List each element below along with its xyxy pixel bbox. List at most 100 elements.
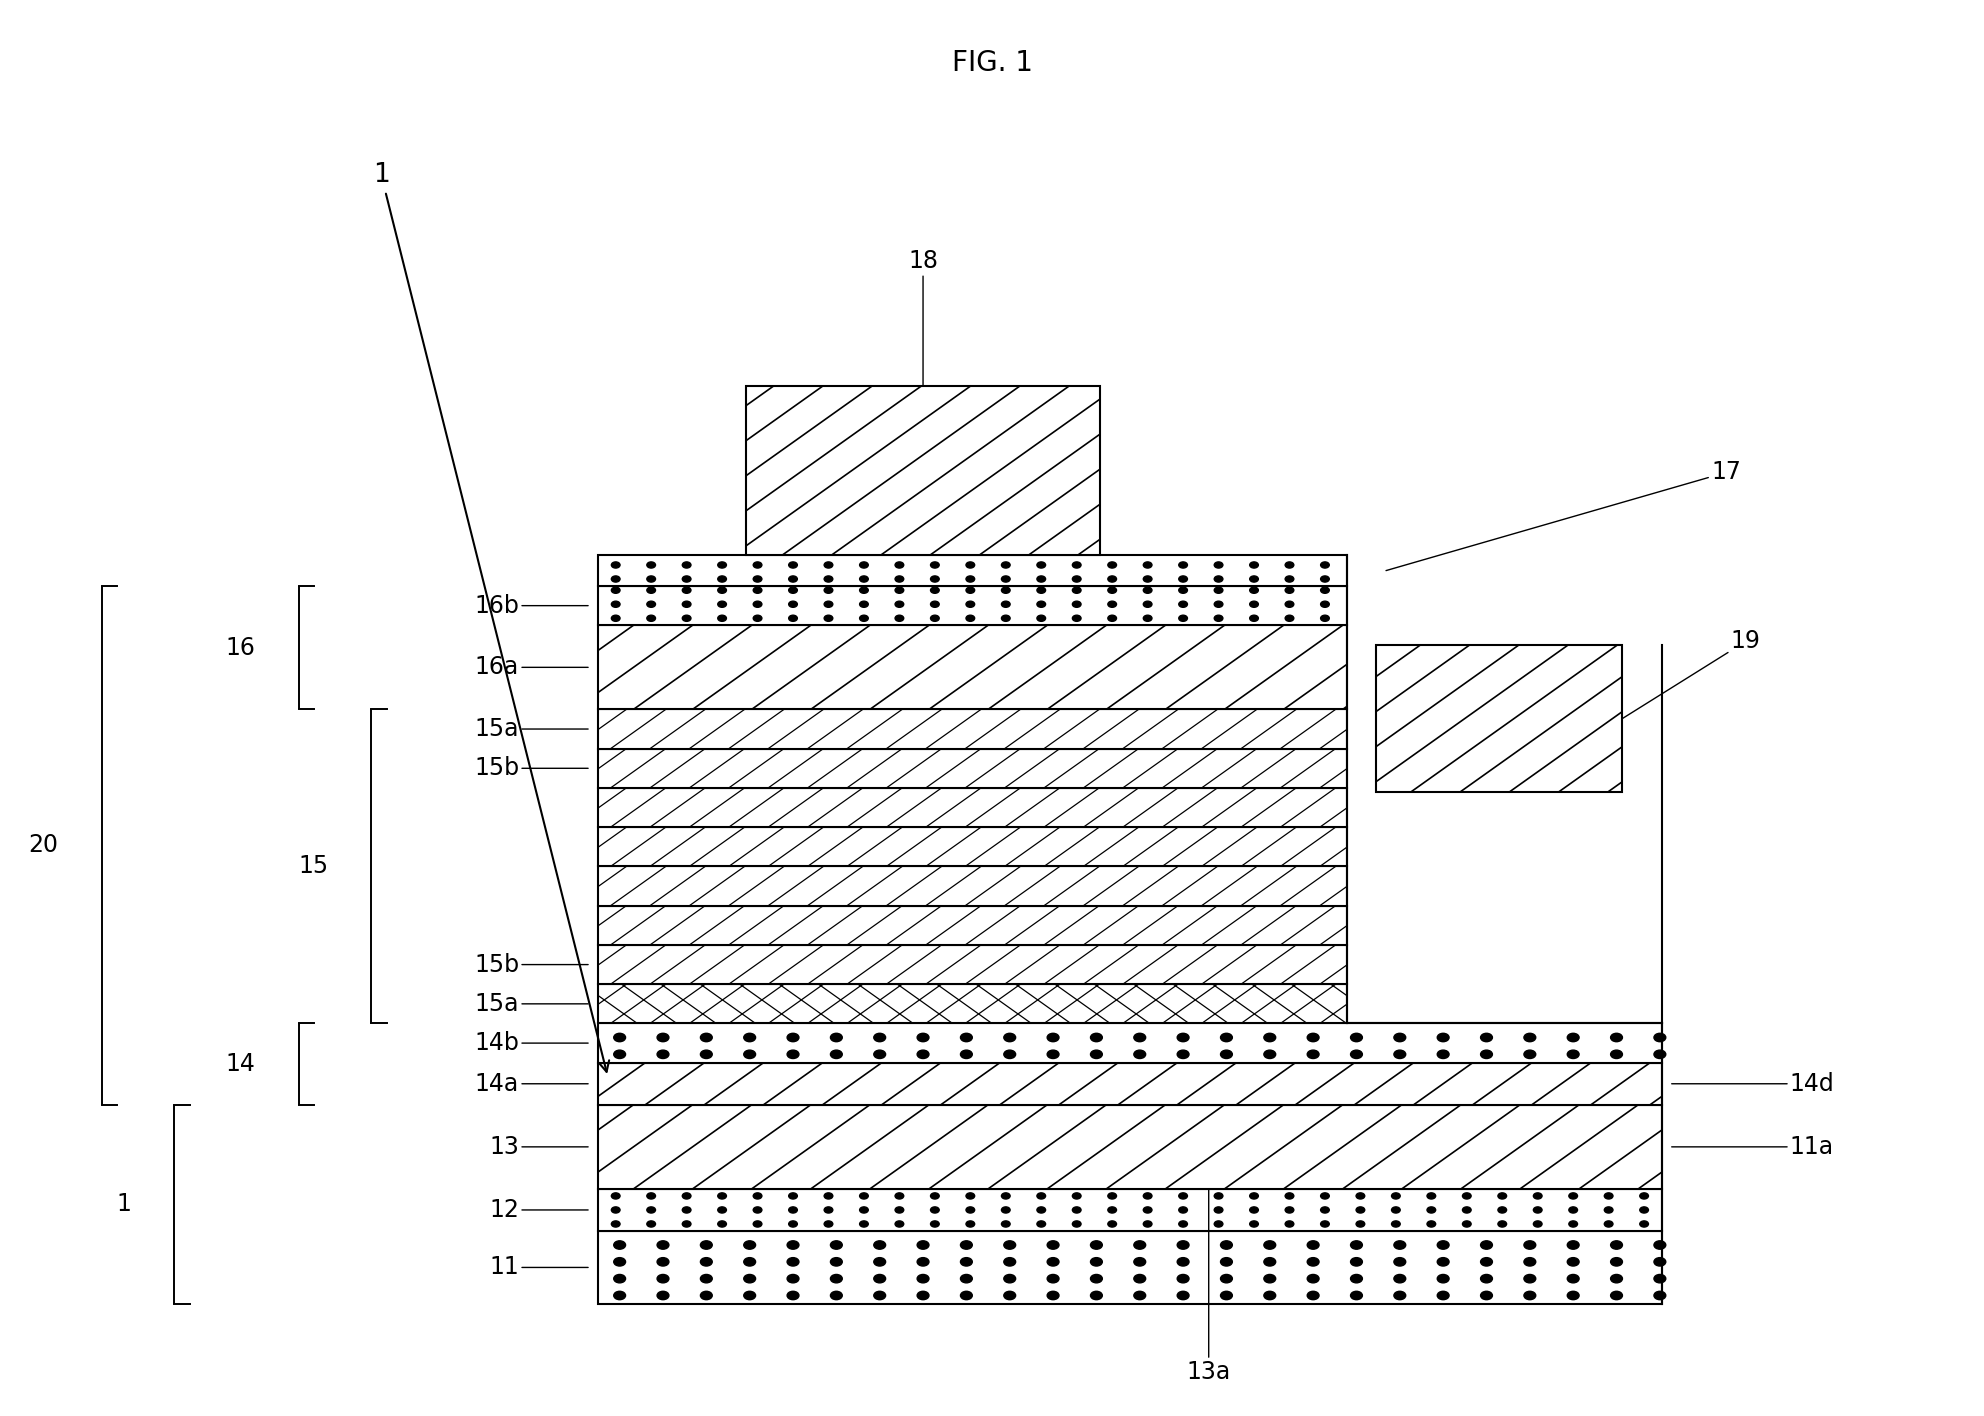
Text: FIG. 1: FIG. 1 [952,50,1032,76]
Circle shape [1091,1051,1103,1059]
Circle shape [895,1221,905,1228]
Circle shape [788,1257,800,1266]
Circle shape [823,1192,833,1199]
Circle shape [895,562,905,568]
Bar [597,1231,1663,1304]
Text: 13: 13 [490,1134,587,1158]
Text: 15b: 15b [474,756,587,780]
Circle shape [966,588,974,593]
Circle shape [1107,615,1117,622]
Circle shape [930,576,938,582]
Circle shape [1395,1034,1407,1042]
Text: 15a: 15a [474,991,587,1015]
Circle shape [647,576,655,582]
Bar [597,984,1347,1024]
Circle shape [790,1192,798,1199]
Circle shape [790,1221,798,1228]
Circle shape [788,1034,800,1042]
Circle shape [1480,1291,1492,1300]
Circle shape [1357,1221,1365,1228]
Circle shape [1567,1240,1579,1249]
Circle shape [1655,1257,1667,1266]
Circle shape [1436,1034,1448,1042]
Circle shape [930,1221,938,1228]
Text: 16: 16 [226,636,256,660]
Circle shape [1073,1206,1081,1214]
Circle shape [1436,1257,1448,1266]
Circle shape [1004,1051,1016,1059]
Circle shape [1107,602,1117,607]
Circle shape [1605,1192,1613,1199]
Circle shape [1286,576,1294,582]
Bar [597,906,1347,944]
Circle shape [1321,576,1329,582]
Circle shape [966,1206,974,1214]
Circle shape [960,1240,972,1249]
Circle shape [1351,1034,1363,1042]
Circle shape [700,1034,712,1042]
Circle shape [1639,1192,1649,1199]
Circle shape [1143,562,1153,568]
Circle shape [1391,1192,1401,1199]
Circle shape [1038,1192,1046,1199]
Bar [597,787,1347,827]
Circle shape [1655,1240,1667,1249]
Circle shape [1038,1221,1046,1228]
Circle shape [1264,1257,1276,1266]
Circle shape [1133,1051,1145,1059]
Circle shape [1177,1240,1188,1249]
Circle shape [790,1206,798,1214]
Circle shape [895,588,905,593]
Circle shape [1436,1274,1448,1283]
Circle shape [960,1051,972,1059]
Circle shape [1351,1240,1363,1249]
Circle shape [754,1192,762,1199]
Circle shape [1524,1274,1536,1283]
Circle shape [859,1221,869,1228]
Circle shape [1286,588,1294,593]
Circle shape [873,1257,885,1266]
Circle shape [1048,1291,1059,1300]
Circle shape [1002,615,1010,622]
Circle shape [647,1206,655,1214]
Circle shape [966,1192,974,1199]
Circle shape [1611,1257,1623,1266]
Circle shape [1178,1206,1188,1214]
Circle shape [613,1257,625,1266]
Circle shape [873,1240,885,1249]
Circle shape [1426,1206,1436,1214]
Circle shape [1286,562,1294,568]
Circle shape [611,588,621,593]
Circle shape [611,615,621,622]
Circle shape [682,562,690,568]
Circle shape [873,1291,885,1300]
Circle shape [930,562,938,568]
Circle shape [1073,1221,1081,1228]
Circle shape [744,1291,756,1300]
Circle shape [1498,1221,1506,1228]
Circle shape [657,1257,669,1266]
Circle shape [1038,602,1046,607]
Circle shape [1321,1221,1329,1228]
Circle shape [1655,1051,1667,1059]
Circle shape [831,1034,843,1042]
Circle shape [788,1274,800,1283]
Circle shape [718,576,726,582]
Circle shape [831,1240,843,1249]
Circle shape [1073,588,1081,593]
Circle shape [788,1240,800,1249]
Circle shape [1250,1221,1258,1228]
Circle shape [917,1274,929,1283]
Circle shape [859,615,869,622]
Circle shape [682,1221,690,1228]
Circle shape [1133,1257,1145,1266]
Text: 15: 15 [298,854,327,878]
Circle shape [1178,576,1188,582]
Text: 16b: 16b [474,593,587,617]
Circle shape [1611,1240,1623,1249]
Circle shape [1524,1034,1536,1042]
Circle shape [1143,1206,1153,1214]
Circle shape [657,1274,669,1283]
Bar [597,555,1347,586]
Circle shape [718,588,726,593]
